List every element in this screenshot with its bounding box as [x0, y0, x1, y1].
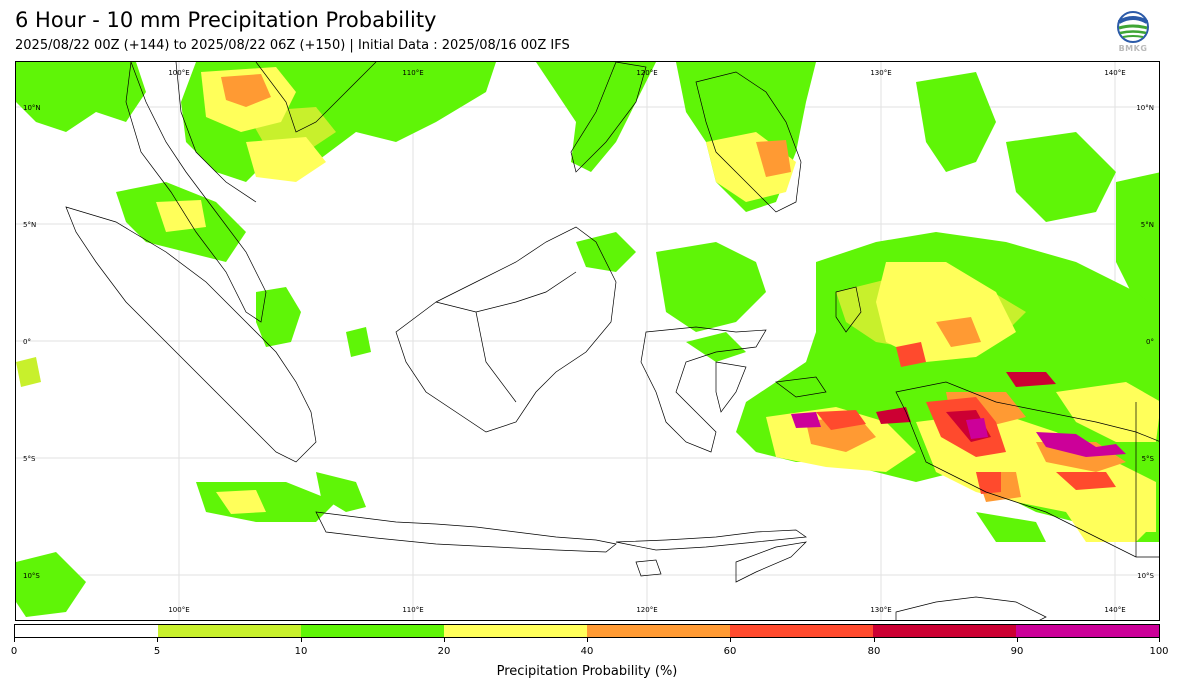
lon-label: 120°E [636, 606, 657, 614]
bmkg-globe-icon [1117, 11, 1149, 43]
colorbar-ticks: 0 5 10 20 40 60 80 90 100 [10, 638, 1169, 658]
colorbar-segment [15, 625, 158, 637]
colorbar-label: Precipitation Probability (%) [496, 664, 678, 679]
lon-label: 140°E [1104, 606, 1125, 614]
colorbar-tick-label: 20 [437, 646, 451, 657]
colorbar-segment [873, 625, 1016, 637]
lon-label: 140°E [1104, 69, 1125, 77]
colorbar-tick [1159, 638, 1160, 642]
colorbar-tick-label: 80 [867, 646, 881, 657]
lat-labels-left: 10°N 5°N 0° 5°S 10°S [23, 104, 41, 580]
lat-label: 0° [23, 338, 31, 346]
precipitation-map: 100°E 110°E 120°E 130°E 140°E 100°E 110°… [15, 61, 1160, 621]
page-title: 6 Hour - 10 mm Precipitation Probability [15, 8, 437, 32]
lat-label: 10°N [1136, 104, 1154, 112]
colorbar-segment [158, 625, 301, 637]
lat-label: 5°S [1142, 455, 1155, 463]
colorbar-tick [1017, 638, 1018, 642]
page-subtitle: 2025/08/22 00Z (+144) to 2025/08/22 06Z … [15, 38, 570, 53]
colorbar-tick-label: 90 [1010, 646, 1024, 657]
bmkg-logo: BMKG [1114, 10, 1152, 56]
colorbar-tick [301, 638, 302, 642]
lon-label: 130°E [870, 606, 891, 614]
colorbar-tick [730, 638, 731, 642]
colorbar-tick [157, 638, 158, 642]
colorbar-tick [874, 638, 875, 642]
colorbar-tick [14, 638, 15, 642]
colorbar-segment [730, 625, 873, 637]
colorbar-tick-label: 0 [10, 646, 18, 657]
lat-label: 0° [1146, 338, 1154, 346]
lat-label: 5°S [23, 455, 36, 463]
colorbar-tick-label: 5 [153, 646, 161, 657]
lon-label: 120°E [636, 69, 657, 77]
colorbar-segment [1016, 625, 1159, 637]
lon-labels-bottom: 100°E 110°E 120°E 130°E 140°E [168, 606, 1125, 614]
colorbar-tick [444, 638, 445, 642]
colorbar-tick-label: 10 [294, 646, 308, 657]
colorbar [14, 624, 1160, 638]
lon-labels-top: 100°E 110°E 120°E 130°E 140°E [168, 69, 1125, 77]
lon-label: 100°E [168, 69, 189, 77]
colorbar-tick-label: 100 [1149, 646, 1169, 657]
colorbar-tick [587, 638, 588, 642]
lat-label: 10°S [1137, 572, 1154, 580]
probability-magenta-areas [791, 412, 1126, 457]
lat-labels-right: 10°N 5°N 0° 5°S 10°S [1136, 104, 1154, 580]
map-canvas: 100°E 110°E 120°E 130°E 140°E 100°E 110°… [16, 62, 1159, 620]
logo-text: BMKG [1118, 44, 1148, 53]
coastlines [65, 62, 1159, 620]
probability-green-areas [16, 62, 1159, 617]
lat-label: 5°N [1141, 221, 1154, 229]
colorbar-segment [587, 625, 730, 637]
lat-label: 10°N [23, 104, 41, 112]
lon-label: 100°E [168, 606, 189, 614]
lon-label: 130°E [870, 69, 891, 77]
lat-label: 10°S [23, 572, 40, 580]
colorbar-tick-label: 40 [580, 646, 594, 657]
colorbar-tick-label: 60 [723, 646, 737, 657]
lat-label: 5°N [23, 221, 36, 229]
lon-label: 110°E [402, 69, 423, 77]
lon-label: 110°E [402, 606, 423, 614]
colorbar-segment [444, 625, 587, 637]
colorbar-segment [301, 625, 444, 637]
